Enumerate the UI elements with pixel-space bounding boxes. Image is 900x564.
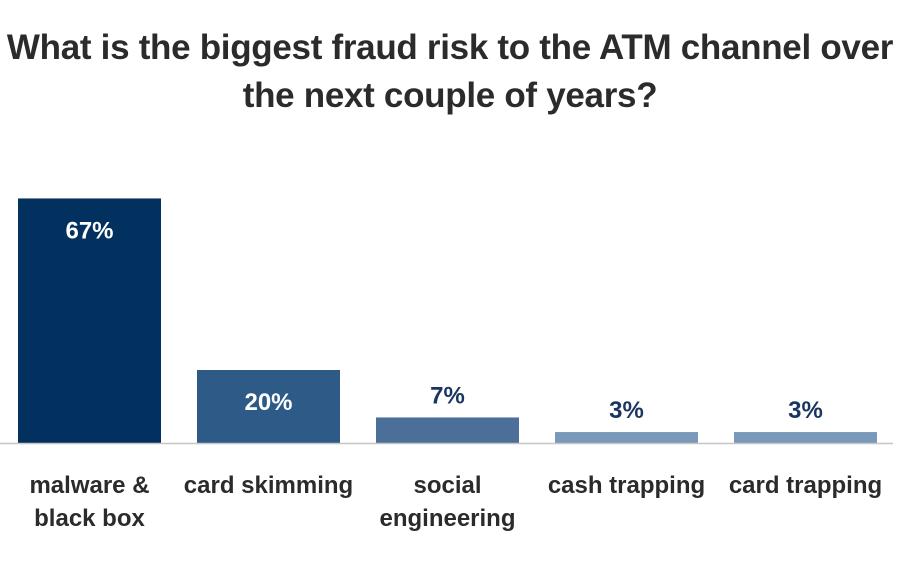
category-label-0-line-0: malware & [29,472,149,499]
category-label-3: cash trapping [548,472,705,499]
value-label-4: 3% [788,397,823,424]
category-label-0-line-1: black box [34,505,145,532]
value-label-2: 7% [430,382,465,409]
category-label-1: card skimming [184,472,353,499]
bars-group [18,198,877,443]
value-label-3: 3% [609,397,644,424]
value-label-1: 20% [244,389,292,416]
bar-3 [555,432,698,443]
value-label-0: 67% [65,217,113,244]
bar-4 [734,432,877,443]
category-label-2-line-0: social [413,472,481,499]
bar-2 [376,417,519,443]
chart-title-wrap: What is the biggest fraud risk to the AT… [0,24,900,120]
category-label-4: card trapping [729,472,882,499]
bar-1 [197,370,340,443]
labels-group: 67% malware & black box 20% card skimming 7% s… [29,217,882,532]
category-label-2-line-1: engineering [379,505,515,532]
bar-0 [18,198,161,443]
chart-title: What is the biggest fraud risk to the AT… [6,28,894,115]
